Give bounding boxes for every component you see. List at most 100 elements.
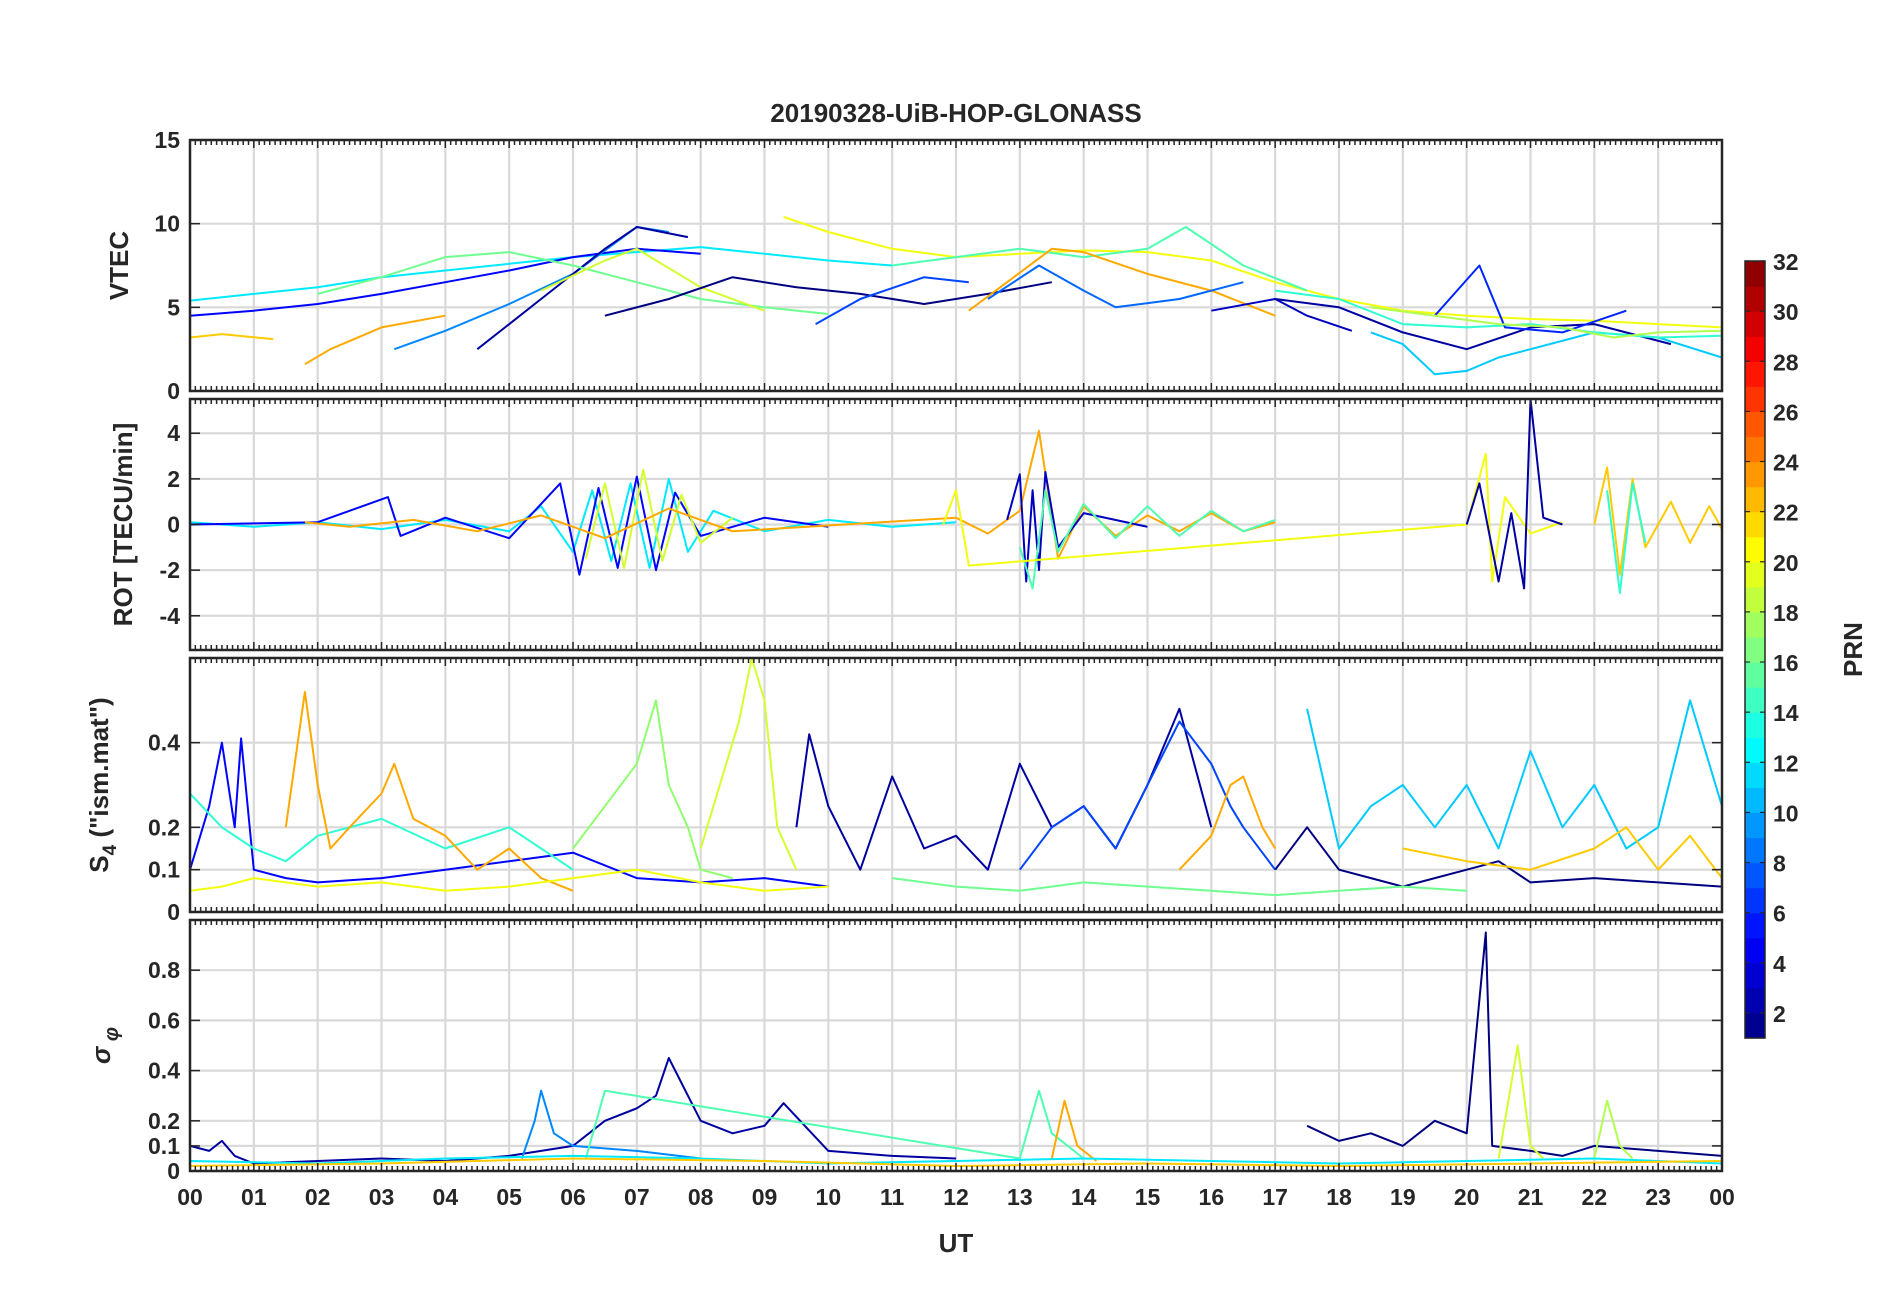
colorbar-segment: [1745, 511, 1765, 538]
colorbar-tick-label: 28: [1773, 349, 1799, 375]
y-axis-label-sigma_phi: σ φ: [86, 1027, 123, 1064]
colorbar-tick-label: 12: [1773, 750, 1799, 776]
s4-series-prn-22: [1402, 826, 1722, 879]
x-tick-label: 19: [1390, 1184, 1416, 1210]
vtec-series-prn-22: [190, 333, 274, 341]
x-tick-labels: 00 01 02 03 04 05 06 07 08 09 10 11 12 13 14 15 16 17 18 19…: [177, 1184, 1735, 1210]
colorbar-segment: [1745, 837, 1765, 864]
colorbar-tick-label: 18: [1773, 600, 1799, 626]
sigma_phi-series-prn-23: [1050, 1099, 1098, 1162]
rot-series-prn-22: [1593, 466, 1722, 576]
x-tick-label: 10: [816, 1184, 842, 1210]
vtec-series-prn-12: [190, 246, 893, 302]
x-tick-label: 17: [1262, 1184, 1288, 1210]
x-tick-label: 01: [241, 1184, 267, 1210]
y-tick-label-s4: 0.4: [148, 730, 180, 756]
colorbar-segment: [1745, 812, 1765, 839]
colorbar-tick-label: 14: [1773, 700, 1799, 726]
panel-sigma_phi: 00.10.2 0.4 0.6 0.8 σ φ: [86, 918, 1724, 1184]
x-tick-label: 02: [305, 1184, 331, 1210]
colorbar-segment: [1745, 611, 1765, 638]
colorbar-segment: [1745, 461, 1765, 488]
panel-rot: -4 -2 0 2 4 ROT [TECU/min]: [108, 397, 1724, 652]
colorbar-tick-label: 20: [1773, 550, 1799, 576]
s4-series-prn-7: [1019, 720, 1276, 871]
sigma_phi-series-prn-1: [1306, 931, 1722, 1157]
y-tick-label-sigma_phi: 0.6: [148, 1007, 180, 1033]
colorbar-segment: [1745, 286, 1765, 312]
vtec-series-prn-20: [783, 216, 1722, 329]
rot-series-prn-14: [1606, 482, 1647, 594]
y-tick-label-vtec: 5: [167, 294, 180, 320]
colorbar-segment: [1745, 887, 1765, 914]
s4-series-prn-20: [190, 868, 829, 892]
panel-vtec: 0 5 10 15 VTEC: [104, 127, 1724, 404]
y-axis-label-vtec: VTEC: [104, 231, 134, 301]
colorbar-segment: [1745, 411, 1765, 438]
sigma_phi-series-prn-18: [1593, 1099, 1634, 1160]
series-group-s4: [190, 658, 1722, 897]
y-tick-label-rot: 4: [167, 420, 180, 446]
colorbar-segment: [1745, 662, 1765, 688]
colorbar-tick-label: 8: [1773, 851, 1786, 877]
sigma_phi-series-prn-12: [190, 1154, 1722, 1165]
colorbar-segment: [1745, 586, 1765, 613]
x-tick-label: 12: [943, 1184, 969, 1210]
colorbar-segment: [1745, 987, 1765, 1014]
s4-series-prn-23: [284, 690, 574, 892]
y-tick-label-sigma_phi: 0: [167, 1158, 180, 1184]
x-tick-label: 04: [433, 1184, 459, 1210]
x-tick-label: 03: [369, 1184, 395, 1210]
y-tick-label-rot: -2: [160, 557, 180, 583]
vtec-series-prn-7: [815, 276, 969, 325]
vtec-series-prn-2: [476, 226, 689, 350]
x-tick-label: 07: [624, 1184, 650, 1210]
colorbar-segment: [1745, 737, 1765, 763]
rot-series-prn-15: [1018, 489, 1276, 590]
y-tick-label-s4: 0.1: [148, 857, 180, 883]
rot-series-prn-12: [190, 477, 957, 569]
grid-rot: [188, 399, 1724, 650]
grid-sigma_phi: [188, 920, 1724, 1173]
rot-series-prn-3: [1006, 471, 1148, 583]
vtec-series-prn-14: [1275, 289, 1722, 339]
colorbar-segment: [1745, 862, 1765, 889]
vtec-series-prn-3: [1211, 298, 1353, 332]
s4-series-prn-23: [1178, 775, 1277, 871]
axes-frame-s4: [188, 656, 1724, 914]
colorbar-segment: [1745, 486, 1765, 513]
x-tick-label: 14: [1071, 1184, 1097, 1210]
x-tick-label: 22: [1582, 1184, 1608, 1210]
colorbar-segment: [1745, 361, 1765, 387]
vtec-series-prn-23: [304, 314, 446, 366]
y-tick-label-s4: 0: [167, 899, 180, 925]
x-tick-label: 11: [880, 1184, 905, 1210]
colorbar-segment: [1745, 962, 1765, 989]
vtec-series-prn-16: [317, 251, 829, 315]
y-tick-label-vtec: 15: [154, 127, 180, 153]
s4-series-prn-5: [190, 737, 829, 888]
y-tick-label-rot: 0: [167, 512, 180, 538]
x-tick-label: 09: [752, 1184, 778, 1210]
colorbar-tick-label: 16: [1773, 650, 1799, 676]
colorbar-tick-label: 24: [1773, 450, 1799, 476]
colorbar-segment: [1745, 636, 1765, 663]
s4-series-prn-19: [699, 658, 798, 871]
vtec-series-prn-18: [1370, 306, 1722, 339]
colorbar-tick-label: 2: [1773, 1001, 1786, 1027]
y-tick-label-sigma_phi: 0.2: [148, 1108, 180, 1134]
x-tick-label: 16: [1199, 1184, 1225, 1210]
vtec-series-prn-8: [987, 264, 1244, 309]
colorbar-tick-label: 6: [1773, 901, 1786, 927]
axes-frame-sigma_phi: [188, 918, 1724, 1173]
s4-series-prn-16: [892, 877, 1467, 897]
colorbar-segment: [1745, 536, 1765, 563]
y-tick-label-rot: -4: [160, 603, 181, 629]
series-group-vtec: [190, 216, 1722, 376]
colorbar-segment: [1745, 787, 1765, 814]
colorbar-tick-label: 4: [1773, 951, 1786, 977]
y-tick-label-vtec: 0: [167, 378, 180, 404]
rot-series-prn-23: [304, 429, 1276, 560]
